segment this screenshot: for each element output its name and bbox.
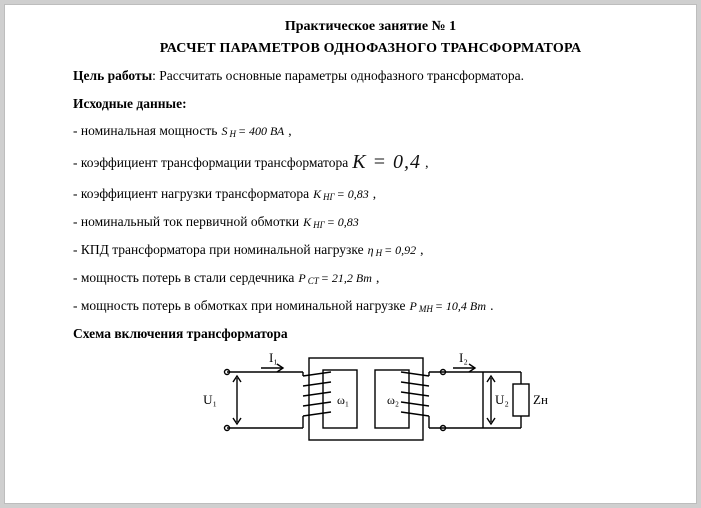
page-title: РАСЧЕТ ПАРАМЕТРОВ ОДНОФАЗНОГО ТРАНСФОРМА… <box>73 41 668 57</box>
goal-label: Цель работы <box>73 68 152 83</box>
formula-symbol: P <box>409 299 416 314</box>
item-tail: . <box>490 298 493 314</box>
item-text: - коэффициент трансформации трансформато… <box>73 155 348 171</box>
formula-subscript: Н <box>229 129 236 139</box>
item-tail: , <box>376 270 379 286</box>
formula-value: = 0,83 <box>337 187 369 202</box>
item-text: - номинальная мощность <box>73 123 217 139</box>
formula-pst: PСТ = 21,2 Вт <box>298 271 372 286</box>
given-item-3: - коэффициент нагрузки трансформатора КН… <box>73 186 668 202</box>
formula-k: K = 0,4 <box>352 151 421 174</box>
item-tail: , <box>373 186 376 202</box>
formula-subscript: МН <box>419 304 433 314</box>
item-tail: , <box>425 155 428 171</box>
transformer-schematic: I₁ I₂ U₁ U₂ ω₁ ω₂ Zн <box>191 348 551 456</box>
given-item-7: - мощность потерь в обмотках при номинал… <box>73 298 668 314</box>
formula-subscript: НГ <box>323 192 335 202</box>
formula-value: = 0,83 <box>327 215 359 230</box>
label-u2: U₂ <box>495 392 509 407</box>
goal-text: : Рассчитать основные параметры однофазн… <box>152 68 524 83</box>
label-i2: I₂ <box>459 350 468 365</box>
item-tail: , <box>288 123 291 139</box>
label-i1: I₁ <box>269 350 278 365</box>
label-zn: Zн <box>533 392 548 407</box>
formula-symbol: К <box>313 187 321 202</box>
formula-symbol: η <box>368 243 374 258</box>
formula-kng2: К НГ = 0,83 <box>303 215 359 230</box>
schema-title: Схема включения трансформатора <box>73 326 668 342</box>
lesson-number: Практическое занятие № 1 <box>73 19 668 35</box>
formula-subscript: СТ <box>308 276 319 286</box>
given-item-6: - мощность потерь в стали сердечника PСТ… <box>73 270 668 286</box>
formula-value: = 0,92 <box>384 243 416 258</box>
given-item-5: - КПД трансформатора при номинальной наг… <box>73 242 668 258</box>
item-text: - мощность потерь в стали сердечника <box>73 270 294 286</box>
goal-line: Цель работы: Рассчитать основные парамет… <box>73 67 668 85</box>
given-item-1: - номинальная мощность SН = 400 ВА , <box>73 123 668 139</box>
document-page: Практическое занятие № 1 РАСЧЕТ ПАРАМЕТР… <box>4 4 697 504</box>
label-w1: ω₁ <box>337 393 349 407</box>
given-item-4: - номинальный ток первичной обмотки К НГ… <box>73 214 668 230</box>
formula-subscript: НГ <box>313 220 325 230</box>
item-tail: , <box>420 242 423 258</box>
schema-wrap: I₁ I₂ U₁ U₂ ω₁ ω₂ Zн <box>73 348 668 456</box>
item-text: - номинальный ток первичной обмотки <box>73 214 299 230</box>
label-w2: ω₂ <box>387 393 399 407</box>
formula-value: = 10,4 Вт <box>435 299 486 314</box>
formula-pmn: PМН = 10,4 Вт <box>409 299 486 314</box>
formula-eta: ηН = 0,92 <box>368 243 417 258</box>
item-text: - коэффициент нагрузки трансформатора <box>73 186 309 202</box>
item-text: - мощность потерь в обмотках при номинал… <box>73 298 405 314</box>
formula-value: = 400 ВА <box>238 124 284 139</box>
given-item-2: - коэффициент трансформации трансформато… <box>73 151 668 174</box>
formula-kng: КНГ = 0,83 <box>313 187 369 202</box>
formula-sn: SН = 400 ВА <box>221 124 284 139</box>
formula-symbol: P <box>298 271 305 286</box>
formula-symbol: К <box>303 215 311 230</box>
formula-symbol: S <box>221 124 227 139</box>
formula-subscript: Н <box>376 248 383 258</box>
label-u1: U₁ <box>203 392 217 407</box>
formula-value: = 21,2 Вт <box>321 271 372 286</box>
item-text: - КПД трансформатора при номинальной наг… <box>73 242 364 258</box>
given-label: Исходные данные: <box>73 95 668 113</box>
